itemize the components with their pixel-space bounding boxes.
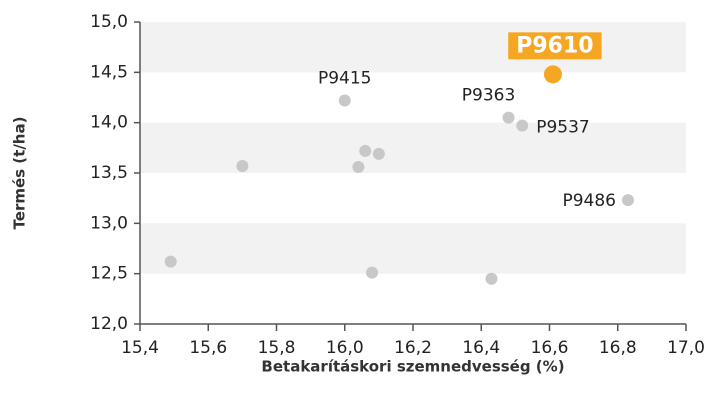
- point: [372, 147, 385, 160]
- y-tick-label: 13,5: [90, 163, 128, 183]
- point: [516, 119, 529, 132]
- point: [502, 111, 515, 124]
- point-label: P9363: [462, 86, 516, 106]
- y-tick-label: 12,5: [90, 264, 128, 284]
- point-label: P9415: [318, 69, 372, 89]
- point: [236, 159, 249, 172]
- point: [352, 160, 365, 173]
- x-tick-label: 17,0: [667, 338, 705, 358]
- grid-band: [140, 122, 686, 173]
- point: [621, 194, 634, 207]
- x-tick-label: 16,6: [531, 338, 569, 358]
- label-box: [508, 32, 602, 60]
- point-label: P9610: [516, 33, 593, 58]
- y-tick-label: 13,0: [90, 213, 128, 233]
- point-label: P9486: [562, 191, 616, 211]
- x-tick-label: 15,8: [258, 338, 296, 358]
- y-tick-label: 12,0: [90, 314, 128, 334]
- x-tick-label: 16,2: [394, 338, 432, 358]
- x-tick-label: 16,0: [326, 338, 364, 358]
- point: [164, 255, 177, 268]
- x-tick-label: 15,4: [121, 338, 159, 358]
- point-label: P9537: [536, 118, 590, 138]
- y-tick-label: 15,0: [90, 12, 128, 32]
- grid-band: [140, 22, 686, 73]
- x-axis-title: Betakarításkori szemnedvesség (%): [261, 358, 564, 376]
- y-tick-label: 14,5: [90, 62, 128, 82]
- point: [366, 266, 379, 279]
- x-tick-label: 16,8: [599, 338, 637, 358]
- y-axis-title: Termés (t/ha): [11, 117, 29, 230]
- grid-band: [140, 223, 686, 274]
- point: [485, 272, 498, 285]
- point: [338, 94, 351, 107]
- point: [359, 144, 372, 157]
- x-tick-label: 15,6: [189, 338, 227, 358]
- x-tick-label: 16,4: [462, 338, 500, 358]
- y-tick-label: 14,0: [90, 113, 128, 133]
- point: [543, 65, 562, 84]
